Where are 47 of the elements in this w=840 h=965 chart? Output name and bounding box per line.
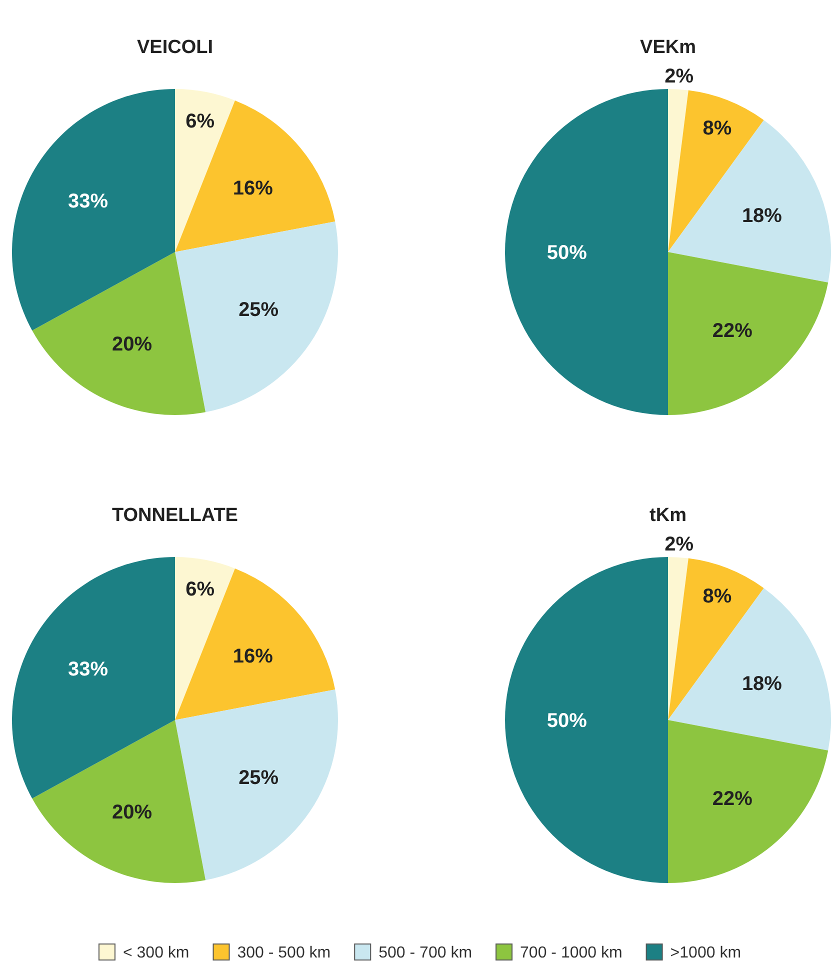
- data-label: 16%: [232, 178, 274, 200]
- chart-title: tKm: [650, 505, 686, 526]
- data-label: 50%: [546, 710, 588, 732]
- pie-slice: [668, 252, 828, 415]
- data-label: 2%: [664, 533, 694, 556]
- pie-slice: [668, 588, 831, 751]
- pie-slice: [505, 89, 668, 415]
- data-label: 16%: [232, 646, 274, 668]
- pie-slice: [505, 557, 668, 883]
- data-label: 20%: [112, 801, 152, 824]
- legend-label: 700 - 1000 km: [520, 944, 622, 962]
- legend-label: >1000 km: [670, 944, 742, 962]
- legend-label: 300 - 500 km: [237, 944, 331, 962]
- pie-slice: [32, 252, 206, 415]
- data-label: 8%: [702, 118, 732, 140]
- pie-slice: [175, 89, 236, 252]
- chart-title: VEICOLI: [136, 37, 214, 58]
- data-label: 18%: [742, 672, 782, 695]
- pie-slice: [12, 557, 175, 799]
- legend-label: 500 - 700 km: [378, 944, 472, 962]
- pie-slice: [175, 100, 336, 252]
- pie-slice: [668, 557, 688, 720]
- pie-slice: [175, 689, 338, 880]
- data-label: 8%: [702, 586, 732, 608]
- pie-slice: [175, 557, 236, 720]
- data-label: 50%: [546, 242, 588, 264]
- pie-slice: [12, 89, 175, 331]
- data-label: 2%: [664, 65, 694, 88]
- data-label: 18%: [742, 204, 782, 227]
- data-label: 22%: [712, 320, 753, 342]
- data-label: 22%: [712, 788, 753, 810]
- data-label: 6%: [186, 110, 215, 133]
- pie-slice: [668, 720, 828, 883]
- pie-slice: [175, 568, 336, 720]
- pie-slice: [32, 720, 206, 883]
- chart-title: TONNELLATE: [112, 505, 238, 526]
- chart-title: VEKm: [640, 37, 696, 58]
- data-label: 33%: [68, 190, 108, 213]
- pie-slice: [668, 89, 688, 252]
- data-label: 25%: [238, 298, 279, 321]
- data-label: 20%: [112, 333, 152, 356]
- pie-slice: [668, 120, 831, 283]
- legend-label: < 300 km: [122, 944, 190, 962]
- data-label: 33%: [68, 658, 108, 681]
- pie-slice: [175, 221, 338, 412]
- data-label: 25%: [238, 766, 279, 789]
- data-label: 6%: [186, 578, 215, 601]
